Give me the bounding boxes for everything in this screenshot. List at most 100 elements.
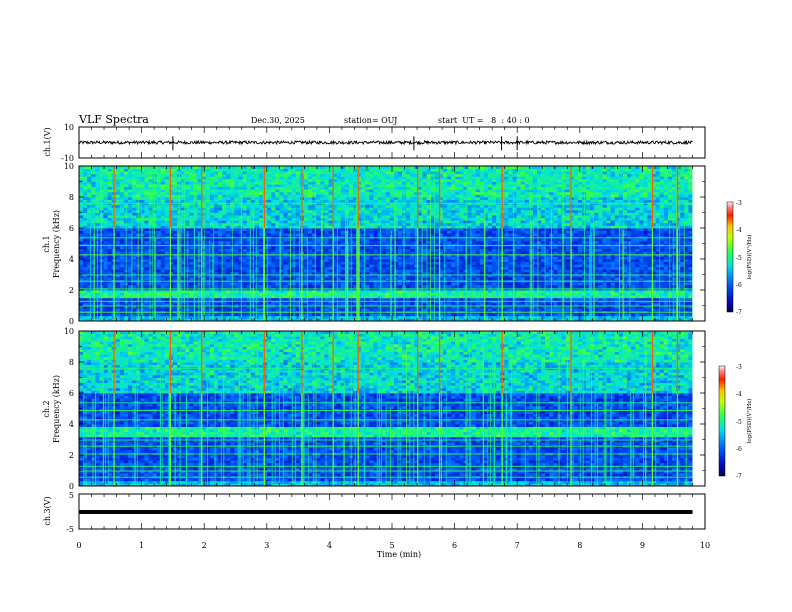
spectrogram-cell xyxy=(193,166,199,169)
spectrogram-cell xyxy=(87,166,92,169)
spectrogram-cell xyxy=(369,184,374,188)
spectrogram-cell xyxy=(144,313,149,317)
spectrogram-cell xyxy=(369,315,374,319)
spectrogram-cell xyxy=(254,240,260,244)
spectrogram-cell xyxy=(385,176,391,180)
spectrogram-cell xyxy=(258,271,264,275)
spectrogram-cell xyxy=(398,302,403,306)
spectrogram-cell xyxy=(209,186,215,190)
spectrogram-cell xyxy=(140,204,145,208)
spectrogram-cell xyxy=(312,233,317,237)
spectrogram-cell xyxy=(107,251,113,255)
spectrogram-cell xyxy=(140,181,145,185)
spectrogram-cell xyxy=(234,266,239,270)
spectrogram-cell xyxy=(353,207,358,211)
spectrogram-cell xyxy=(377,215,383,219)
spectrogram-cell xyxy=(185,171,190,175)
spectrogram-cell xyxy=(316,225,321,229)
spectrogram-cell xyxy=(197,194,203,198)
spectrogram-cell xyxy=(303,176,309,180)
spectrogram-cell xyxy=(283,189,288,193)
spectrogram-cell xyxy=(205,313,211,317)
spectrogram-cell xyxy=(205,305,211,309)
spectrogram-cell xyxy=(312,308,317,312)
spectrogram-cell xyxy=(279,284,284,288)
spectrogram-cell xyxy=(267,248,272,252)
spectrogram-cell xyxy=(226,256,231,260)
spectrogram-cell xyxy=(373,199,378,203)
spectrogram-cell xyxy=(181,274,186,278)
spectrogram-cell xyxy=(222,233,227,237)
spectrogram-cell xyxy=(271,228,276,231)
spectrogram-cell xyxy=(332,184,338,188)
spectrogram-cell xyxy=(308,228,313,231)
spectrogram-cell xyxy=(258,186,264,190)
spectrogram-cell xyxy=(377,197,383,200)
spectrogram-cell xyxy=(328,189,333,193)
spectrogram-cell xyxy=(181,217,186,221)
spectrogram-cell xyxy=(308,217,313,221)
spectrogram-cell xyxy=(275,233,280,237)
spectrogram-cell xyxy=(332,220,338,224)
spectrogram-cell xyxy=(246,212,252,216)
spectrogram-cell xyxy=(234,191,239,195)
spectrogram-cell xyxy=(209,238,215,242)
spectrogram-cell xyxy=(336,240,342,244)
spectrogram-cell xyxy=(287,259,293,262)
spectrogram-cell xyxy=(144,271,149,275)
spectrogram-cell xyxy=(361,199,366,203)
spectrogram-cell xyxy=(373,266,378,270)
spectrogram-cell xyxy=(152,297,158,301)
spectrogram-cell xyxy=(336,318,342,322)
spectrogram-cell xyxy=(267,251,272,255)
spectrogram-cell xyxy=(291,173,297,177)
spectrogram-cell xyxy=(324,271,329,275)
spectrogram-cell xyxy=(295,277,301,281)
spectrogram-cell xyxy=(393,168,399,172)
spectrogram-cell xyxy=(258,191,264,195)
spectrogram-cell xyxy=(173,271,178,275)
spectrogram-cell xyxy=(230,191,235,195)
spectrogram-cell xyxy=(209,264,215,268)
spectrogram-cell xyxy=(373,176,378,180)
spectrogram-cell xyxy=(324,313,329,317)
spectrogram-cell xyxy=(254,318,260,322)
spectrogram-cell xyxy=(275,238,280,242)
spectrogram-cell xyxy=(128,178,133,182)
spectrogram-cell xyxy=(222,204,227,208)
spectrogram-cell xyxy=(115,261,121,265)
spectrogram-cell xyxy=(83,308,88,312)
spectrogram-cell xyxy=(406,259,411,262)
spectrogram-cell xyxy=(91,191,96,195)
spectrogram-cell xyxy=(91,271,96,275)
spectrogram-cell xyxy=(189,264,194,268)
spectrogram-cell xyxy=(209,290,215,293)
spectrogram-cell xyxy=(181,264,186,268)
spectrogram-cell xyxy=(389,230,395,234)
spectrogram-cell xyxy=(181,215,186,219)
spectrogram-cell xyxy=(238,277,243,281)
spectrogram-cell xyxy=(279,274,284,278)
spectrogram-cell xyxy=(357,176,362,180)
spectrogram-cell xyxy=(303,295,309,299)
spectrogram-cell xyxy=(156,251,162,255)
spectrogram-cell xyxy=(181,277,186,281)
spectrogram-cell xyxy=(218,233,223,237)
spectrogram-cell xyxy=(295,246,301,250)
spectrogram-cell xyxy=(320,176,325,180)
spectrogram-cell xyxy=(316,215,321,219)
spectrogram-cell xyxy=(144,199,149,203)
spectrogram-cell xyxy=(226,207,231,211)
spectrogram-cell xyxy=(254,238,260,242)
spectrogram-cell xyxy=(381,238,387,242)
spectrogram-cell xyxy=(132,264,137,268)
spectrogram-cell xyxy=(115,240,121,244)
spectrogram-cell xyxy=(312,178,317,182)
spectrogram-cell xyxy=(279,256,284,260)
spectrogram-cell xyxy=(393,238,399,242)
spectrogram-cell xyxy=(271,305,276,309)
spectrogram-cell xyxy=(234,259,239,262)
spectrogram-cell xyxy=(205,308,211,312)
spectrogram-cell xyxy=(312,235,317,239)
spectrogram-cell xyxy=(156,230,162,234)
